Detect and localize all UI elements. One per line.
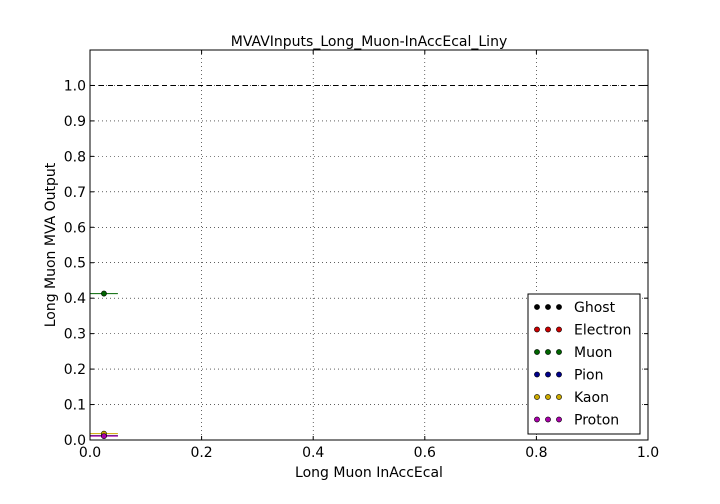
- y-axis-label: Long Muon MVA Output: [43, 162, 59, 327]
- y-tick-label: 0.9: [64, 114, 86, 130]
- legend-frame: [527, 293, 641, 435]
- x-tick-label: 1.0: [637, 445, 659, 461]
- legend: Ghost Electron Muon Pion Kaon Proton: [527, 293, 641, 435]
- legend-marker-proton: [534, 416, 540, 423]
- y-tick-label: 1.0: [64, 78, 86, 94]
- legend-marker-ghost: [534, 304, 540, 310]
- x-tick-label: 0.4: [302, 445, 324, 461]
- x-axis-label: Long Muon InAccEcal: [295, 465, 443, 481]
- x-tick-label: 0.0: [79, 445, 101, 461]
- y-tick-label: 0.4: [64, 291, 86, 307]
- legend-marker-pion: [556, 371, 562, 378]
- legend-marker-muon: [556, 349, 562, 355]
- legend-marker-pion: [545, 371, 551, 378]
- y-tick-label: 0.6: [64, 220, 86, 236]
- y-tick-label: 0.7: [64, 185, 86, 201]
- legend-label-proton: Proton: [574, 413, 619, 429]
- legend-marker-muon: [545, 349, 551, 355]
- legend-marker-kaon: [545, 394, 551, 400]
- y-tick-label: 0.3: [64, 327, 86, 343]
- muon-point: [101, 290, 107, 297]
- y-tick-label: 0.8: [64, 149, 86, 165]
- chart-title: MVAVInputs_Long_Muon-InAccEcal_Liny: [231, 34, 507, 50]
- x-tick-label: 0.8: [525, 445, 547, 461]
- legend-label-electron: Electron: [574, 323, 631, 339]
- y-tick-label: 0.1: [64, 398, 86, 414]
- ticks: 0.0 0.2 0.4 0.6 0.8 1.0 0.0 0.1 0.2 0.3 0.4 0.5 0.6 0…: [64, 50, 659, 461]
- y-tick-label: 0.5: [64, 256, 86, 272]
- legend-marker-pion: [534, 371, 540, 378]
- legend-marker-electron: [545, 326, 551, 333]
- legend-marker-ghost: [556, 304, 562, 310]
- legend-marker-electron: [556, 326, 562, 333]
- legend-marker-proton: [556, 416, 562, 423]
- x-tick-label: 0.6: [414, 445, 436, 461]
- x-tick-label: 0.2: [190, 445, 212, 461]
- legend-label-kaon: Kaon: [574, 390, 609, 406]
- legend-label-ghost: Ghost: [574, 300, 616, 316]
- y-tick-label: 0.2: [64, 362, 86, 378]
- data-layer: [90, 290, 118, 439]
- legend-marker-muon: [534, 349, 540, 355]
- proton-point: [101, 433, 107, 439]
- legend-marker-kaon: [556, 394, 562, 400]
- legend-marker-electron: [534, 326, 540, 333]
- legend-label-pion: Pion: [574, 368, 603, 384]
- legend-label-muon: Muon: [574, 345, 612, 361]
- legend-marker-proton: [545, 416, 551, 423]
- legend-marker-kaon: [534, 394, 540, 400]
- legend-marker-ghost: [545, 304, 551, 310]
- y-tick-label: 0.0: [64, 433, 86, 449]
- plot-frame: [89, 49, 649, 441]
